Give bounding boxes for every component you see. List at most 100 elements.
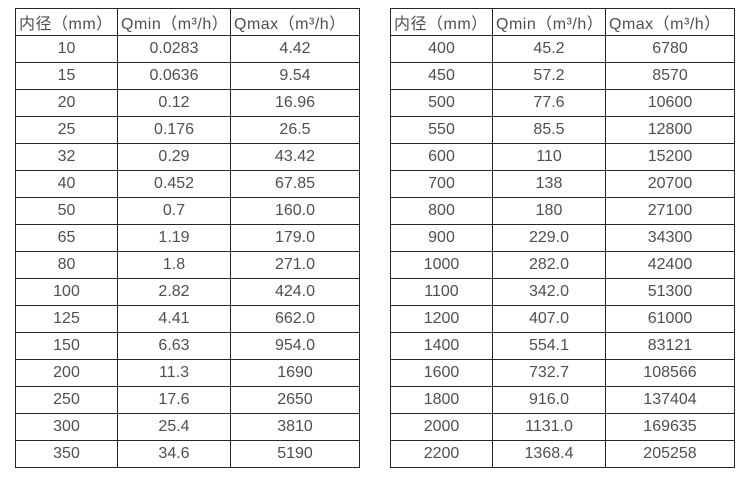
table-header-row: 内径（mm） Qmin（m³/h） Qmax（m³/h）: [390, 8, 735, 36]
table-cell: 6.63: [117, 332, 231, 360]
table-cell: 34300: [605, 224, 735, 252]
table-cell: 65: [15, 224, 118, 252]
table-row: 1800 916.0 137404: [390, 386, 735, 414]
table-row: 550 85.5 12800: [390, 116, 735, 144]
table-cell: 160.0: [230, 197, 360, 225]
table-cell: 61000: [605, 305, 735, 333]
table-cell: 4.41: [117, 305, 231, 333]
table-cell: 1600: [390, 359, 493, 387]
table-row: 600 110 15200: [390, 143, 735, 171]
table-row: 800 180 27100: [390, 197, 735, 225]
table-row: 10 0.0283 4.42: [15, 35, 360, 63]
table-cell: 83121: [605, 332, 735, 360]
table-cell: 271.0: [230, 251, 360, 279]
table-cell: 110: [492, 143, 606, 171]
table-cell: 550: [390, 116, 493, 144]
table-cell: 700: [390, 170, 493, 198]
table-cell: 45.2: [492, 35, 606, 63]
table-row: 250 17.6 2650: [15, 386, 360, 414]
table-row: 400 45.2 6780: [390, 35, 735, 63]
table-cell: 0.176: [117, 116, 231, 144]
table-cell: 138: [492, 170, 606, 198]
table-cell: 0.12: [117, 89, 231, 117]
table-cell: 15: [15, 62, 118, 90]
flow-table-small-diameters: 内径（mm） Qmin（m³/h） Qmax（m³/h） 10 0.0283 4.42 1…: [15, 8, 360, 468]
table-cell: 400: [390, 35, 493, 63]
table-cell: 50: [15, 197, 118, 225]
table-cell: 43.42: [230, 143, 360, 171]
table-cell: 10600: [605, 89, 735, 117]
table-cell: 9.54: [230, 62, 360, 90]
table-cell: 916.0: [492, 386, 606, 414]
table-row: 1400 554.1 83121: [390, 332, 735, 360]
table-cell: 6780: [605, 35, 735, 63]
table-cell: 554.1: [492, 332, 606, 360]
table-cell: 450: [390, 62, 493, 90]
table-cell: 1690: [230, 359, 360, 387]
table-row: 200 11.3 1690: [15, 359, 360, 387]
table-cell: 27100: [605, 197, 735, 225]
table-row: 1100 342.0 51300: [390, 278, 735, 306]
table-cell: 80: [15, 251, 118, 279]
table-cell: 229.0: [492, 224, 606, 252]
table-cell: 180: [492, 197, 606, 225]
table-cell: 17.6: [117, 386, 231, 414]
column-header: 内径（mm）: [390, 8, 493, 36]
table-cell: 1000: [390, 251, 493, 279]
table-cell: 0.7: [117, 197, 231, 225]
table-cell: 26.5: [230, 116, 360, 144]
table-cell: 1368.4: [492, 440, 606, 468]
table-cell: 2650: [230, 386, 360, 414]
table-cell: 350: [15, 440, 118, 468]
table-cell: 1100: [390, 278, 493, 306]
table-cell: 424.0: [230, 278, 360, 306]
table-row: 25 0.176 26.5: [15, 116, 360, 144]
table-cell: 32: [15, 143, 118, 171]
table-row: 32 0.29 43.42: [15, 143, 360, 171]
table-cell: 16.96: [230, 89, 360, 117]
column-header: 内径（mm）: [15, 8, 118, 36]
table-row: 80 1.8 271.0: [15, 251, 360, 279]
column-header: Qmax（m³/h）: [605, 8, 735, 36]
table-cell: 40: [15, 170, 118, 198]
table-cell: 57.2: [492, 62, 606, 90]
table-cell: 205258: [605, 440, 735, 468]
table-row: 2000 1131.0 169635: [390, 413, 735, 441]
table-cell: 1131.0: [492, 413, 606, 441]
table-row: 15 0.0636 9.54: [15, 62, 360, 90]
column-header: Qmin（m³/h）: [117, 8, 231, 36]
table-row: 20 0.12 16.96: [15, 89, 360, 117]
table-cell: 85.5: [492, 116, 606, 144]
table-cell: 954.0: [230, 332, 360, 360]
table-cell: 800: [390, 197, 493, 225]
table-cell: 342.0: [492, 278, 606, 306]
table-cell: 51300: [605, 278, 735, 306]
table-cell: 20700: [605, 170, 735, 198]
table-cell: 42400: [605, 251, 735, 279]
table-cell: 500: [390, 89, 493, 117]
table-cell: 600: [390, 143, 493, 171]
table-cell: 25: [15, 116, 118, 144]
column-header: Qmin（m³/h）: [492, 8, 606, 36]
table-cell: 4.42: [230, 35, 360, 63]
table-cell: 137404: [605, 386, 735, 414]
table-cell: 12800: [605, 116, 735, 144]
column-header: Qmax（m³/h）: [230, 8, 360, 36]
table-cell: 108566: [605, 359, 735, 387]
table-row: 450 57.2 8570: [390, 62, 735, 90]
table-row: 150 6.63 954.0: [15, 332, 360, 360]
table-cell: 0.0636: [117, 62, 231, 90]
table-row: 700 138 20700: [390, 170, 735, 198]
table-cell: 1.8: [117, 251, 231, 279]
table-row: 65 1.19 179.0: [15, 224, 360, 252]
table-cell: 0.452: [117, 170, 231, 198]
table-row: 1200 407.0 61000: [390, 305, 735, 333]
table-cell: 3810: [230, 413, 360, 441]
table-cell: 250: [15, 386, 118, 414]
table-cell: 300: [15, 413, 118, 441]
table-row: 900 229.0 34300: [390, 224, 735, 252]
table-row: 1600 732.7 108566: [390, 359, 735, 387]
table-cell: 20: [15, 89, 118, 117]
table-cell: 2200: [390, 440, 493, 468]
table-cell: 10: [15, 35, 118, 63]
